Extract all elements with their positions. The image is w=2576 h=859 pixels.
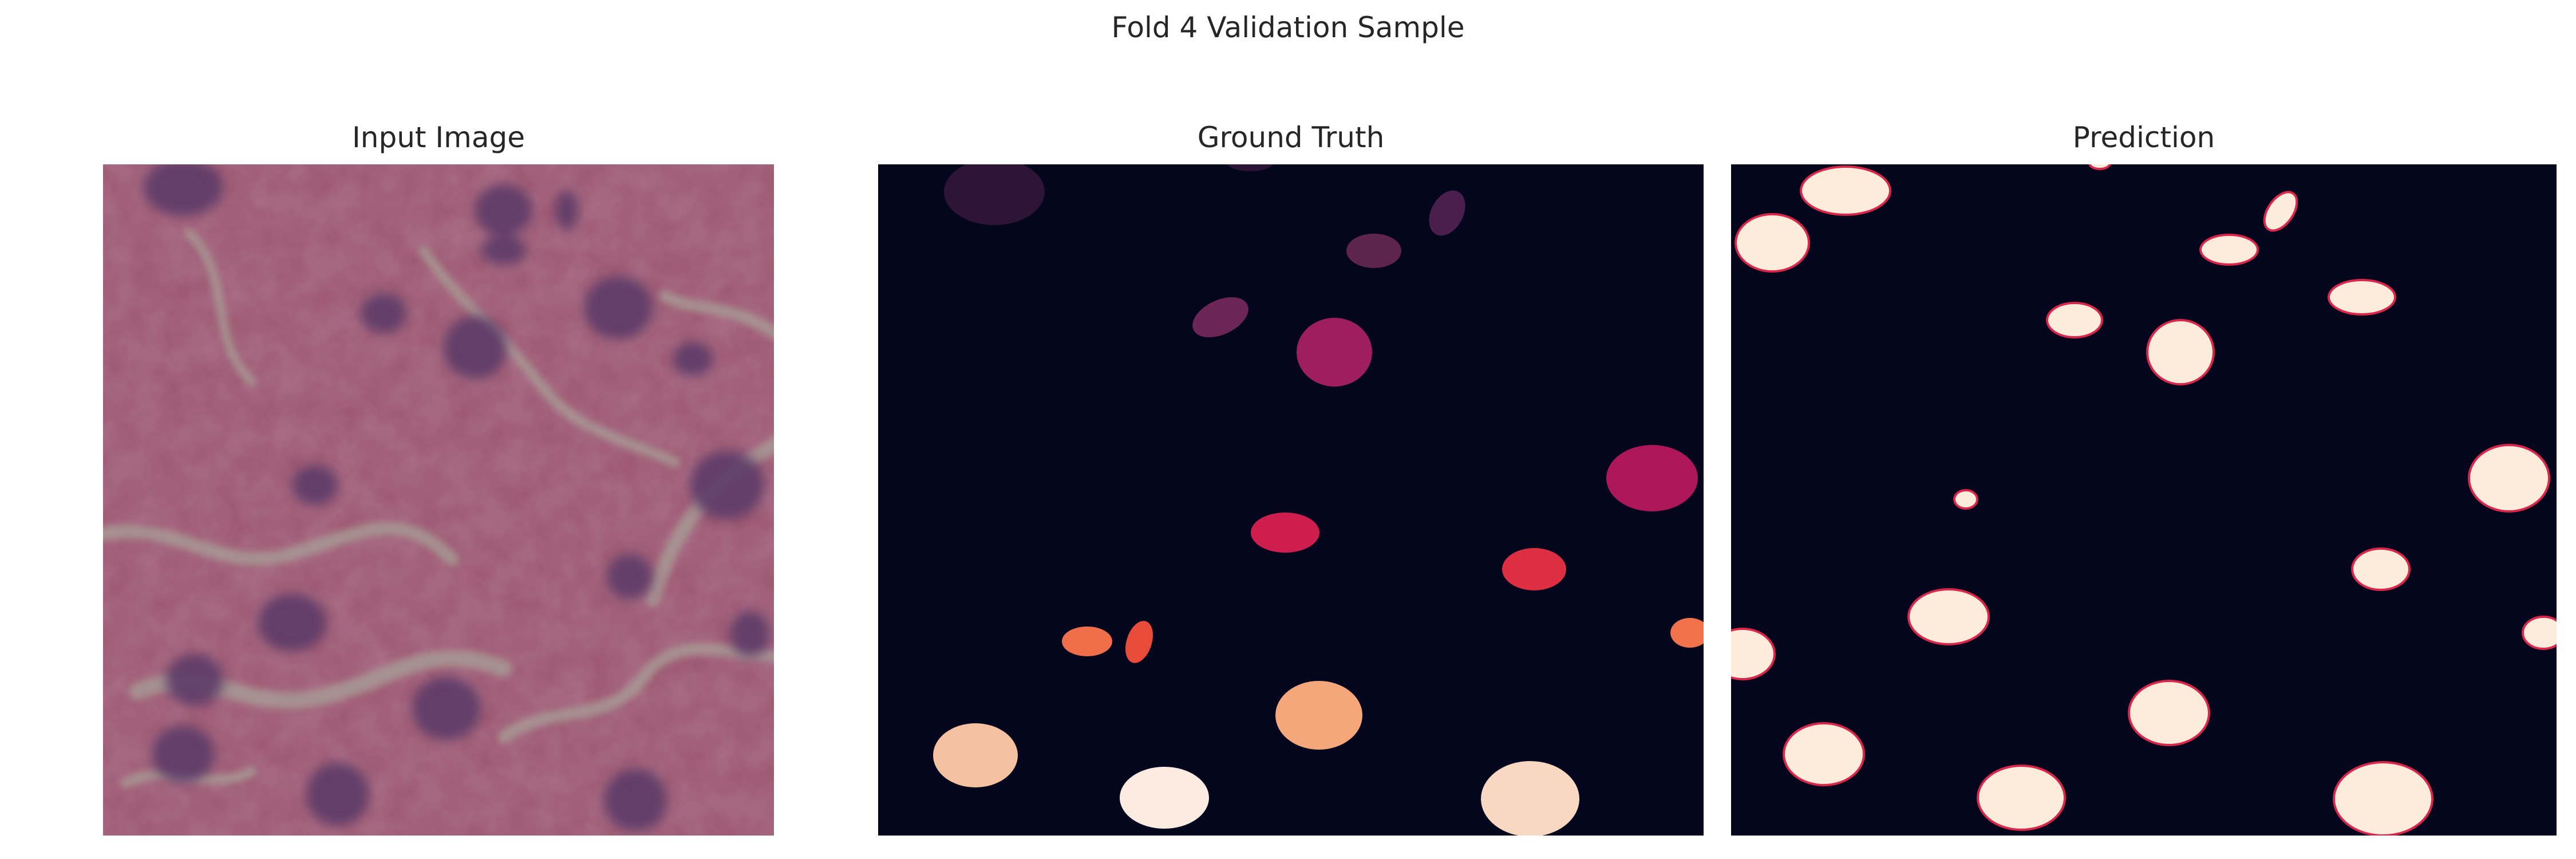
predicted-mask bbox=[1731, 164, 2557, 836]
prediction-mask bbox=[1731, 164, 2557, 836]
instance-label-mask bbox=[878, 164, 1704, 836]
panel-title-ground-truth: Ground Truth bbox=[1197, 121, 1385, 154]
panel-title-input-image: Input Image bbox=[352, 121, 525, 154]
figure-title: Fold 4 Validation Sample bbox=[1111, 11, 1465, 44]
h-and-e-tissue-image bbox=[103, 164, 774, 836]
input-image bbox=[103, 164, 774, 836]
panel-title-prediction: Prediction bbox=[2072, 121, 2215, 154]
ground-truth-mask bbox=[878, 164, 1704, 836]
